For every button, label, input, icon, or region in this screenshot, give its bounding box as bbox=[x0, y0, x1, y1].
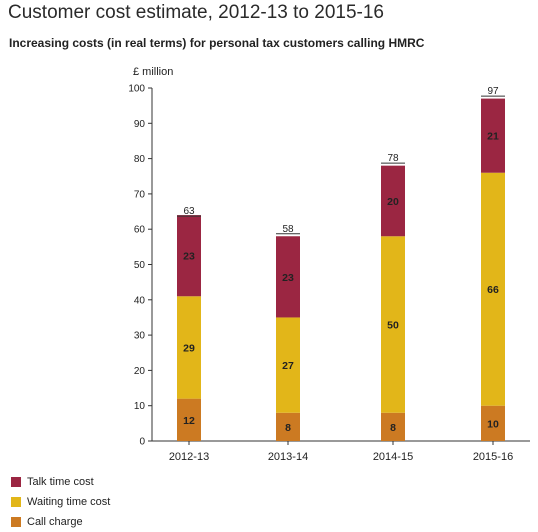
bar-segment-call-charge bbox=[177, 398, 201, 441]
data-label: 23 bbox=[282, 272, 294, 284]
total-label: 97 bbox=[487, 86, 499, 97]
data-label: 66 bbox=[487, 284, 499, 296]
data-label: 8 bbox=[390, 422, 396, 434]
y-tick-label: 30 bbox=[134, 331, 146, 342]
y-tick-label: 70 bbox=[134, 189, 146, 200]
bar-segment-call-charge bbox=[381, 412, 405, 441]
x-tick-label: 2012-13 bbox=[169, 451, 209, 463]
bar-segment-waiting-time-cost bbox=[481, 172, 505, 406]
legend-item-waiting-time-cost: Waiting time cost bbox=[11, 492, 110, 512]
data-label: 8 bbox=[285, 422, 291, 434]
data-label: 21 bbox=[487, 131, 499, 143]
data-label: 12 bbox=[183, 415, 195, 427]
bar-segment-talk-time-cost bbox=[276, 236, 300, 318]
x-tick-label: 2013-14 bbox=[268, 451, 308, 463]
y-tick-label: 80 bbox=[134, 154, 146, 165]
bar-segment-talk-time-cost bbox=[381, 165, 405, 237]
y-tick-label: 50 bbox=[134, 260, 146, 271]
y-axis-unit-label: £ million bbox=[133, 66, 174, 78]
bar-segment-waiting-time-cost bbox=[381, 236, 405, 413]
legend-item-talk-time-cost: Talk time cost bbox=[11, 472, 110, 492]
stacked-bar-chart: 0 10 20 30 40 50 60 70 80 90 100 2012-13 2013-14 2014… bbox=[128, 84, 530, 463]
data-label: 27 bbox=[282, 360, 294, 372]
x-tick-label: 2015-16 bbox=[473, 451, 513, 463]
y-tick-label: 90 bbox=[134, 119, 146, 130]
total-label: 78 bbox=[387, 153, 399, 164]
total-label: 58 bbox=[282, 224, 294, 235]
chart-subtitle: Increasing costs (in real terms) for per… bbox=[9, 36, 425, 50]
data-label: 20 bbox=[387, 196, 399, 208]
legend-item-call-charge: Call charge bbox=[11, 512, 110, 532]
y-axis: 0 10 20 30 40 50 60 70 80 90 100 2012-13 2013-14 2014… bbox=[128, 84, 530, 463]
y-tick-label: 20 bbox=[134, 366, 146, 377]
y-tick-label: 100 bbox=[128, 84, 145, 95]
y-tick-label: 60 bbox=[134, 225, 146, 236]
legend-label-waiting-time: Waiting time cost bbox=[27, 496, 111, 508]
labels: 12 29 23 63 8 27 23 58 8 50 20 78 10 66 21 97 bbox=[177, 86, 505, 434]
bar-segment-waiting-time-cost bbox=[177, 296, 201, 399]
y-tick-label: 40 bbox=[134, 295, 146, 306]
chart-title: Customer cost estimate, 2012-13 to 2015-… bbox=[8, 2, 384, 23]
legend-swatch-call-charge bbox=[11, 517, 21, 527]
bar-segment-call-charge bbox=[481, 405, 505, 441]
data-label: 29 bbox=[183, 342, 195, 354]
bar-segment-talk-time-cost bbox=[481, 98, 505, 173]
legend-label-call-charge: Call charge bbox=[27, 516, 83, 528]
data-label: 50 bbox=[387, 320, 399, 332]
bars bbox=[177, 98, 505, 441]
bar-segment-call-charge bbox=[276, 412, 300, 441]
x-tick-label: 2014-15 bbox=[373, 451, 413, 463]
y-tick-label: 0 bbox=[139, 437, 145, 448]
total-label: 63 bbox=[183, 206, 195, 217]
bar-segment-waiting-time-cost bbox=[276, 317, 300, 413]
legend-swatch-talk-time bbox=[11, 477, 21, 487]
y-tick-label: 10 bbox=[134, 401, 146, 412]
data-label: 23 bbox=[183, 251, 195, 263]
legend: Talk time cost Waiting time cost Call ch… bbox=[11, 472, 110, 532]
data-label: 10 bbox=[487, 418, 499, 430]
legend-swatch-waiting-time bbox=[11, 497, 21, 507]
legend-label-talk-time: Talk time cost bbox=[27, 476, 94, 488]
bar-segment-talk-time-cost bbox=[177, 215, 201, 297]
